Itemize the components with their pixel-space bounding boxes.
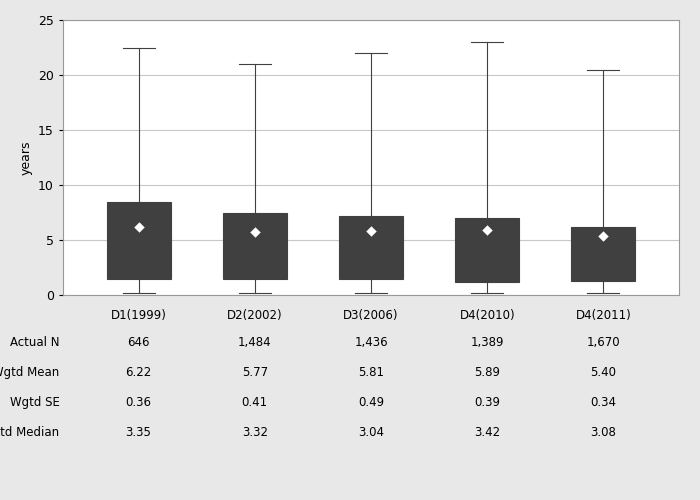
Text: Wgtd Median: Wgtd Median — [0, 426, 60, 439]
Text: D1(1999): D1(1999) — [111, 308, 167, 322]
Text: D3(2006): D3(2006) — [343, 308, 399, 322]
Text: 5.77: 5.77 — [241, 366, 268, 379]
Text: 3.04: 3.04 — [358, 426, 384, 439]
Text: 1,670: 1,670 — [587, 336, 620, 349]
Text: 5.40: 5.40 — [591, 366, 617, 379]
Text: 5.81: 5.81 — [358, 366, 384, 379]
PathPatch shape — [339, 216, 403, 278]
Text: 0.41: 0.41 — [241, 396, 268, 409]
PathPatch shape — [223, 212, 287, 278]
Text: 3.32: 3.32 — [241, 426, 268, 439]
Y-axis label: years: years — [20, 140, 32, 175]
Text: D4(2011): D4(2011) — [575, 308, 631, 322]
Text: 3.42: 3.42 — [474, 426, 500, 439]
Text: 0.49: 0.49 — [358, 396, 384, 409]
Text: 1,484: 1,484 — [238, 336, 272, 349]
Text: 0.34: 0.34 — [591, 396, 617, 409]
Text: D2(2002): D2(2002) — [227, 308, 283, 322]
Text: 646: 646 — [127, 336, 150, 349]
Text: D4(2010): D4(2010) — [459, 308, 515, 322]
PathPatch shape — [455, 218, 519, 282]
Text: 3.08: 3.08 — [591, 426, 617, 439]
Text: 3.35: 3.35 — [125, 426, 151, 439]
Text: 0.36: 0.36 — [125, 396, 151, 409]
PathPatch shape — [106, 202, 171, 278]
Text: Wgtd SE: Wgtd SE — [10, 396, 60, 409]
Text: 5.89: 5.89 — [474, 366, 500, 379]
Text: Wgtd Mean: Wgtd Mean — [0, 366, 60, 379]
Text: Actual N: Actual N — [10, 336, 60, 349]
Text: 6.22: 6.22 — [125, 366, 152, 379]
Text: 0.39: 0.39 — [474, 396, 500, 409]
Text: 1,436: 1,436 — [354, 336, 388, 349]
Text: 1,389: 1,389 — [470, 336, 504, 349]
PathPatch shape — [571, 227, 636, 280]
